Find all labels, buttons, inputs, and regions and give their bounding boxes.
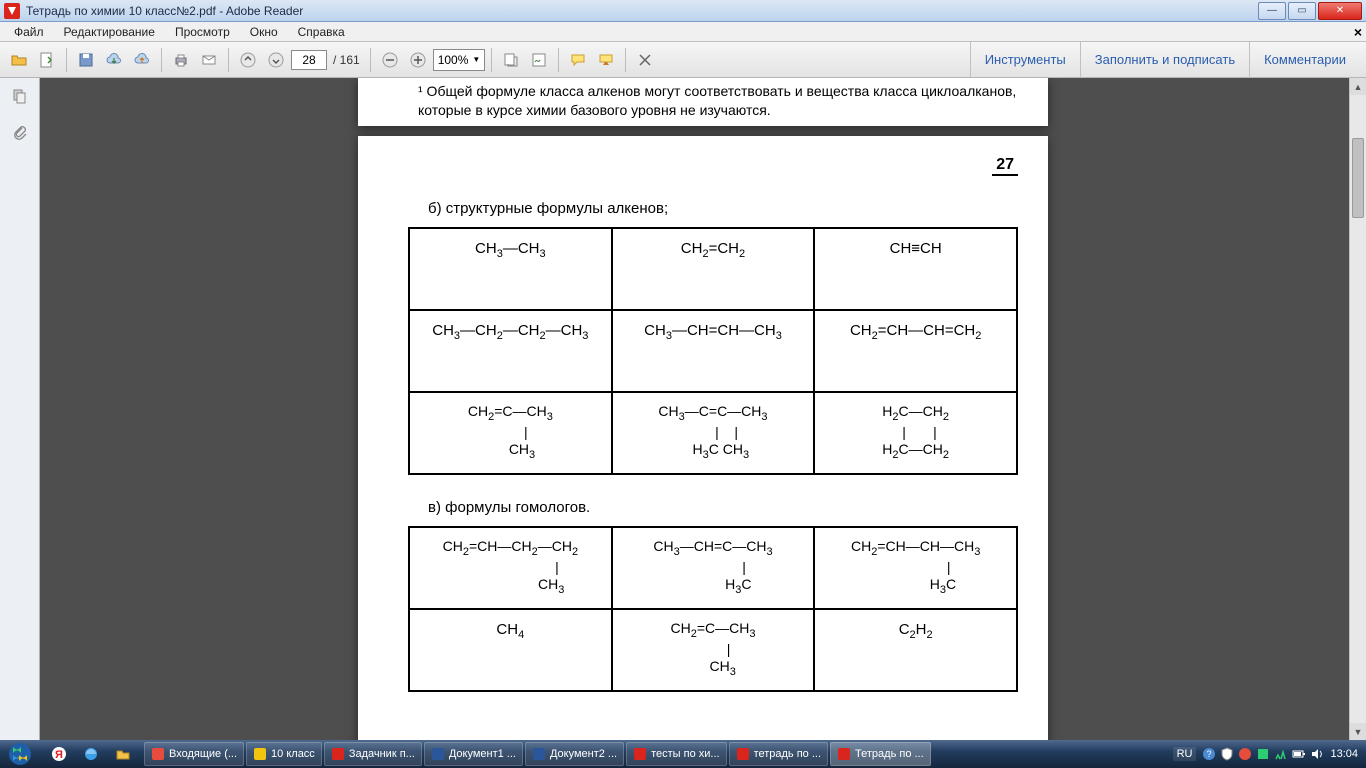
window-titlebar: Тетрадь по химии 10 класс№2.pdf - Adobe …	[0, 0, 1366, 22]
scroll-down-button[interactable]: ▼	[1350, 723, 1366, 740]
tray-shield-icon[interactable]	[1220, 747, 1234, 761]
attachments-icon[interactable]	[9, 122, 31, 144]
task-items: Входящие (...10 классЗадачник п...Докуме…	[144, 742, 1165, 766]
cell-c-2-1: CH4	[409, 609, 612, 691]
read-mode-button[interactable]	[632, 47, 658, 73]
task-item[interactable]: тесты по хи...	[626, 742, 726, 766]
comment-button[interactable]	[565, 47, 591, 73]
thumbnails-icon[interactable]	[9, 86, 31, 108]
create-pdf-button[interactable]	[34, 47, 60, 73]
save-button[interactable]	[73, 47, 99, 73]
scroll-thumb[interactable]	[1352, 138, 1364, 218]
footnote-text: ¹ Общей формуле класса алкенов могут соо…	[418, 82, 1018, 120]
zoom-out-button[interactable]	[377, 47, 403, 73]
cell-c-2-3: C2H2	[814, 609, 1017, 691]
cell-b-1-1: CH3—CH3	[409, 228, 612, 310]
comments-panel-button[interactable]: Комментарии	[1249, 42, 1360, 78]
page-total-label: / 161	[333, 53, 360, 67]
scroll-up-button[interactable]: ▲	[1350, 78, 1366, 95]
sign-button[interactable]	[526, 47, 552, 73]
zoom-select[interactable]: 100%▼	[433, 49, 486, 71]
cell-b-3-1: CH2=C—CH3 | CH3	[409, 392, 612, 474]
language-indicator[interactable]: RU	[1173, 747, 1197, 761]
tray-battery-icon[interactable]	[1292, 747, 1306, 761]
share-button[interactable]	[498, 47, 524, 73]
cell-b-2-3: CH2=CH—CH=CH2	[814, 310, 1017, 392]
page-number-input[interactable]	[291, 50, 327, 70]
close-button[interactable]: ✕	[1318, 2, 1362, 20]
fill-sign-panel-button[interactable]: Заполнить и подписать	[1080, 42, 1249, 78]
svg-text:Я: Я	[55, 749, 63, 761]
email-button[interactable]	[196, 47, 222, 73]
tools-panel-button[interactable]: Инструменты	[970, 42, 1080, 78]
highlight-button[interactable]	[593, 47, 619, 73]
task-item[interactable]: 10 класс	[246, 742, 322, 766]
pinned-explorer[interactable]	[108, 742, 138, 766]
window-title: Тетрадь по химии 10 класс№2.pdf - Adobe …	[26, 4, 1258, 18]
cell-b-1-3: CH≡CH	[814, 228, 1017, 310]
menu-file[interactable]: Файл	[4, 23, 54, 41]
cell-b-3-3: H2C—CH2 | |H2C—CH2	[814, 392, 1017, 474]
attach-button[interactable]	[129, 47, 155, 73]
task-item[interactable]: тетрадь по ...	[729, 742, 828, 766]
cell-b-2-2: CH3—CH=CH—CH3	[612, 310, 815, 392]
pinned-ie[interactable]	[76, 742, 106, 766]
cell-b-1-2: CH2=CH2	[612, 228, 815, 310]
task-item[interactable]: Тетрадь по ...	[830, 742, 931, 766]
maximize-button[interactable]: ▭	[1288, 2, 1316, 20]
section-c-title: в) формулы гомологов.	[428, 499, 1018, 516]
task-item[interactable]: Входящие (...	[144, 742, 244, 766]
adobe-reader-icon	[4, 3, 20, 19]
print-button[interactable]	[168, 47, 194, 73]
cell-c-1-1: CH2=CH—CH2—CH2 | CH3	[409, 527, 612, 609]
section-b-title: б) структурные формулы алкенов;	[428, 200, 1018, 217]
pinned-yandex[interactable]: Я	[44, 742, 74, 766]
menu-bar: Файл Редактирование Просмотр Окно Справк…	[0, 22, 1366, 42]
cell-b-3-2: CH3—C=C—CH3 | | H3C CH3	[612, 392, 815, 474]
cell-b-2-1: CH3—CH2—CH2—CH3	[409, 310, 612, 392]
menu-window[interactable]: Окно	[240, 23, 288, 41]
tray-update-icon[interactable]	[1238, 747, 1252, 761]
prev-page-button[interactable]	[235, 47, 261, 73]
pinned-apps: Я	[44, 742, 138, 766]
page-number: 27	[992, 156, 1018, 176]
svg-text:?: ?	[1207, 749, 1212, 759]
table-c: CH2=CH—CH2—CH2 | CH3 CH3—CH=C—CH3 | H3C …	[408, 526, 1018, 692]
next-page-button[interactable]	[263, 47, 289, 73]
cell-c-2-2: CH2=C—CH3 | CH3	[612, 609, 815, 691]
table-b: CH3—CH3 CH2=CH2 CH≡CH CH3—CH2—CH2—CH3 CH…	[408, 227, 1018, 475]
zoom-in-button[interactable]	[405, 47, 431, 73]
tray-volume-icon[interactable]	[1310, 747, 1324, 761]
tray-app-icon[interactable]	[1256, 747, 1270, 761]
tray-network-icon[interactable]	[1274, 747, 1288, 761]
system-tray: RU ? 13:04	[1165, 747, 1366, 761]
save-cloud-button[interactable]	[101, 47, 127, 73]
navigation-pane	[0, 78, 40, 740]
toolbar: / 161 100%▼ Инструменты Заполнить и подп…	[0, 42, 1366, 78]
task-item[interactable]: Документ2 ...	[525, 742, 624, 766]
page-previous-bottom: ¹ Общей формуле класса алкенов могут соо…	[358, 78, 1048, 126]
task-item[interactable]: Задачник п...	[324, 742, 422, 766]
page-current: 27 б) структурные формулы алкенов; CH3—C…	[358, 136, 1048, 740]
task-item[interactable]: Документ1 ...	[424, 742, 523, 766]
tray-help-icon[interactable]: ?	[1202, 747, 1216, 761]
menu-edit[interactable]: Редактирование	[54, 23, 165, 41]
document-viewport[interactable]: ¹ Общей формуле класса алкенов могут соо…	[40, 78, 1366, 740]
menu-view[interactable]: Просмотр	[165, 23, 240, 41]
cell-c-1-2: CH3—CH=C—CH3 | H3C	[612, 527, 815, 609]
clock[interactable]: 13:04	[1330, 748, 1358, 760]
windows-taskbar: Я Входящие (...10 классЗадачник п...Доку…	[0, 740, 1366, 768]
vertical-scrollbar[interactable]: ▲ ▼	[1349, 78, 1366, 740]
menu-help[interactable]: Справка	[288, 23, 355, 41]
open-button[interactable]	[6, 47, 32, 73]
cell-c-1-3: CH2=CH—CH—CH3 | H3C	[814, 527, 1017, 609]
minimize-button[interactable]: —	[1258, 2, 1286, 20]
close-document-button[interactable]: ×	[1354, 24, 1362, 40]
start-button[interactable]	[0, 740, 40, 768]
